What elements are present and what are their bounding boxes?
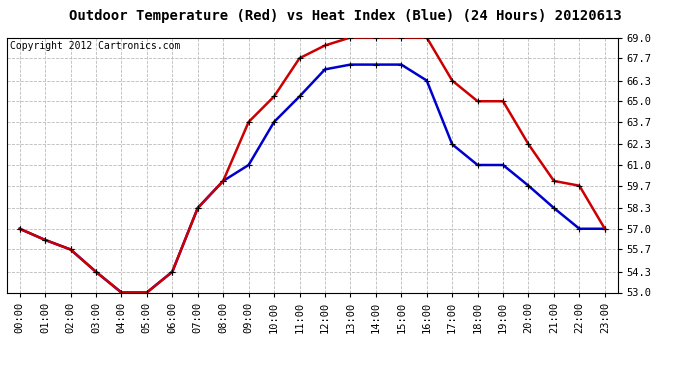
Text: Copyright 2012 Cartronics.com: Copyright 2012 Cartronics.com: [10, 41, 180, 51]
Text: Outdoor Temperature (Red) vs Heat Index (Blue) (24 Hours) 20120613: Outdoor Temperature (Red) vs Heat Index …: [68, 9, 622, 23]
